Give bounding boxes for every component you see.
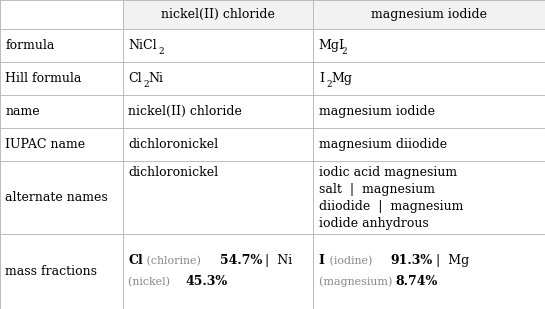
Text: 8.74%: 8.74% — [395, 275, 438, 288]
Text: magnesium iodide: magnesium iodide — [371, 8, 487, 21]
Text: I: I — [319, 72, 324, 85]
Text: alternate names: alternate names — [5, 191, 108, 204]
Text: 2: 2 — [326, 80, 332, 89]
Text: (chlorine): (chlorine) — [143, 256, 204, 266]
Text: Ni: Ni — [148, 72, 164, 85]
Text: MgI: MgI — [319, 39, 345, 52]
Text: Cl: Cl — [128, 254, 143, 267]
Text: Cl: Cl — [128, 72, 142, 85]
Text: dichloronickel: dichloronickel — [128, 138, 218, 151]
Text: (nickel): (nickel) — [128, 277, 173, 287]
Text: 2: 2 — [341, 47, 347, 56]
Text: |  Mg: | Mg — [428, 254, 469, 267]
Text: NiCl: NiCl — [128, 39, 157, 52]
Text: mass fractions: mass fractions — [5, 265, 98, 278]
Text: (iodine): (iodine) — [326, 256, 376, 266]
Text: 2: 2 — [158, 47, 164, 56]
Bar — [123, 0, 313, 29]
Text: nickel(II) chloride: nickel(II) chloride — [128, 105, 242, 118]
Text: dichloronickel: dichloronickel — [128, 166, 218, 179]
Text: magnesium iodide: magnesium iodide — [319, 105, 435, 118]
Text: magnesium diiodide: magnesium diiodide — [319, 138, 447, 151]
Text: iodic acid magnesium
salt  |  magnesium
diiodide  |  magnesium
iodide anhydrous: iodic acid magnesium salt | magnesium di… — [319, 166, 463, 230]
Text: 54.7%: 54.7% — [220, 254, 262, 267]
Text: nickel(II) chloride: nickel(II) chloride — [161, 8, 275, 21]
Bar — [313, 0, 545, 29]
Text: 91.3%: 91.3% — [390, 254, 432, 267]
Text: name: name — [5, 105, 40, 118]
Text: I: I — [319, 254, 325, 267]
Text: (magnesium): (magnesium) — [319, 277, 396, 287]
Text: IUPAC name: IUPAC name — [5, 138, 86, 151]
Text: 45.3%: 45.3% — [185, 275, 228, 288]
Text: Mg: Mg — [332, 72, 353, 85]
Text: Hill formula: Hill formula — [5, 72, 82, 85]
Text: 2: 2 — [143, 80, 149, 89]
Text: formula: formula — [5, 39, 55, 52]
Text: |  Ni: | Ni — [257, 254, 292, 267]
